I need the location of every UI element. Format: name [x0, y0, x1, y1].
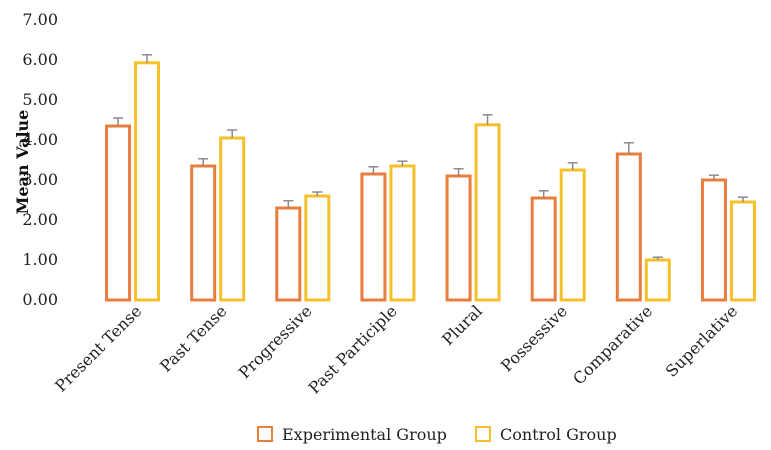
- bars: [105, 54, 756, 302]
- y-tick-label: 6.00: [22, 50, 58, 69]
- legend-swatch: [475, 426, 491, 442]
- bar-control: [304, 194, 331, 302]
- error-bar: [142, 54, 153, 63]
- bar-experimental: [700, 178, 727, 302]
- x-tick-label: Superlative: [662, 301, 741, 380]
- bar-control: [134, 61, 161, 302]
- y-axis-ticks: 0.00 1.00 2.00 3.00 4.00 5.00 6.00 7.00: [22, 10, 58, 309]
- x-tick-label: Plural: [438, 301, 486, 349]
- error-bar: [567, 162, 578, 170]
- error-bar: [368, 166, 379, 174]
- bar-experimental: [190, 164, 217, 302]
- x-tick-label: Past Participle: [305, 301, 401, 397]
- bar-experimental: [530, 196, 557, 302]
- y-tick-label: 2.00: [22, 210, 58, 229]
- x-tick-label: Past Tense: [156, 301, 230, 375]
- bar-experimental: [615, 152, 642, 302]
- y-tick-label: 0.00: [22, 290, 58, 309]
- legend-swatch: [257, 426, 273, 442]
- bar-control: [389, 164, 416, 302]
- bar-experimental: [445, 174, 472, 302]
- error-bar: [312, 191, 323, 196]
- error-bar: [283, 200, 294, 208]
- bar-experimental: [105, 124, 132, 302]
- error-bar: [227, 129, 238, 138]
- error-bar: [538, 190, 549, 198]
- bar-control: [219, 136, 246, 302]
- y-tick-label: 7.00: [22, 10, 58, 29]
- legend-label: Experimental Group: [282, 425, 447, 444]
- y-tick-label: 4.00: [22, 130, 58, 149]
- bar-experimental: [275, 206, 302, 302]
- y-axis-label: Mean Value: [13, 110, 32, 215]
- x-tick-label: Comparative: [569, 301, 656, 388]
- error-bar: [113, 117, 124, 126]
- error-bar: [453, 168, 464, 176]
- error-bar: [482, 114, 493, 125]
- x-tick-label: Present Tense: [51, 301, 145, 395]
- legend-label: Control Group: [500, 425, 617, 444]
- y-tick-label: 1.00: [22, 250, 58, 269]
- error-bar: [708, 174, 719, 180]
- bar-control: [474, 123, 501, 302]
- error-bar: [737, 196, 748, 202]
- bar-control: [559, 168, 586, 302]
- y-tick-label: 5.00: [22, 90, 58, 109]
- error-bar: [397, 160, 408, 166]
- bar-experimental: [360, 172, 387, 302]
- bar-control: [729, 200, 756, 302]
- bar-control: [644, 258, 671, 302]
- x-tick-label: Possessive: [497, 301, 571, 375]
- x-tick-label: Progressive: [235, 301, 316, 382]
- y-tick-label: 3.00: [22, 170, 58, 189]
- legend: Experimental Group Control Group: [257, 425, 617, 444]
- error-bar: [623, 142, 634, 154]
- error-bar: [198, 158, 209, 166]
- error-bar: [652, 256, 663, 260]
